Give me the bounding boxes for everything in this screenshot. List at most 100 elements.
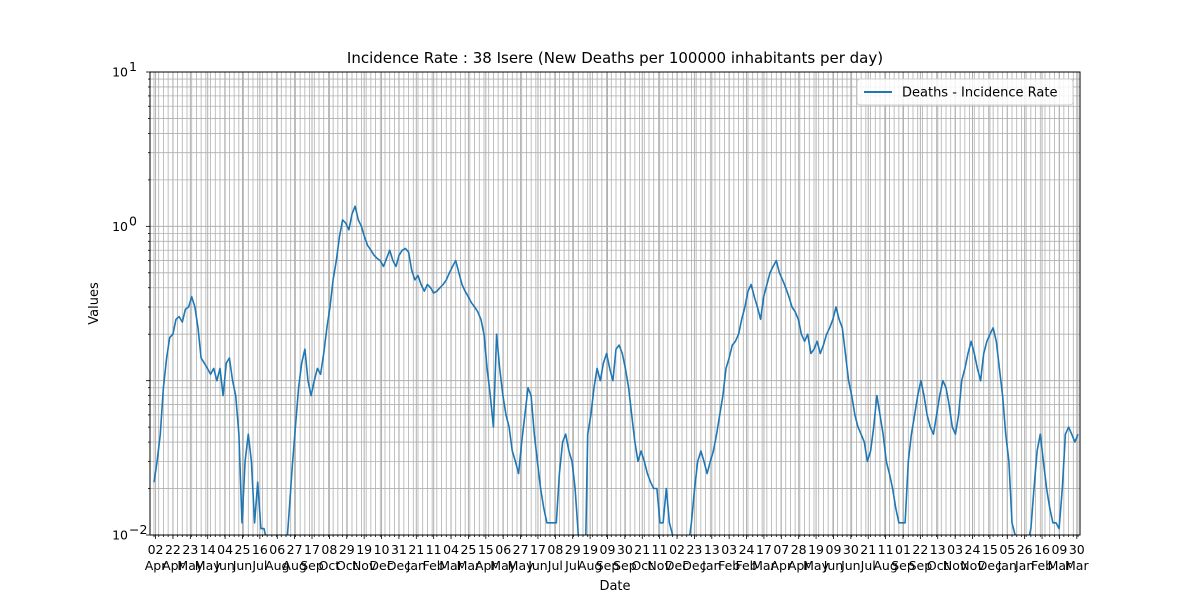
x-tick-label-month: Oct [336, 558, 358, 573]
x-tick-label-month: Mar [457, 558, 481, 573]
series-group [153, 205, 1079, 535]
x-tick-label-month: Apr [162, 558, 184, 573]
x-tick-label-day: 14 [200, 542, 216, 557]
x-tick-label-month: Oct [319, 558, 341, 573]
x-tick-label-month: Sep [300, 558, 324, 573]
x-tick-label-day: 25 [235, 542, 251, 557]
x-tick-label-day: 19 [808, 542, 824, 557]
x-tick-label-month: Aug [873, 558, 897, 573]
x-tick-label-day: 21 [408, 542, 424, 557]
x-tick-label-day: 15 [478, 542, 494, 557]
x-tick-label-day: 17 [756, 542, 772, 557]
x-tick-label-day: 29 [339, 542, 355, 557]
y-tick-label: 10 [112, 528, 128, 543]
y-tick-exponent: −2 [129, 522, 147, 537]
x-tick-label-month: Jul [860, 558, 876, 573]
x-tick-label-month: Jun [840, 558, 861, 573]
x-tick-label-day: 03 [721, 542, 737, 557]
x-tick-label-month: Nov [352, 558, 377, 573]
x-tick-label-month: Oct [631, 558, 653, 573]
x-tick-label-day: 27 [513, 542, 529, 557]
x-tick-label-month: Jan [1014, 558, 1034, 573]
x-tick-label-day: 05 [999, 542, 1015, 557]
x-tick-label-day: 23 [686, 542, 702, 557]
x-tick-label-month: Jul [547, 558, 563, 573]
x-tick-label-day: 03 [947, 542, 963, 557]
x-tick-label-month: May [195, 558, 221, 573]
x-tick-label-month: Apr [145, 558, 167, 573]
x-tick-label-day: 02 [669, 542, 685, 557]
x-tick-label-day: 04 [217, 542, 233, 557]
x-tick-label-day: 09 [1051, 542, 1067, 557]
series-line [688, 259, 1017, 535]
legend: Deaths - Incidence Rate [856, 78, 1074, 106]
y-tick-label: 10 [112, 219, 128, 234]
x-tick-label-day: 07 [773, 542, 789, 557]
x-tick-label-month: Nov [647, 558, 672, 573]
x-tick-label-month: Nov [960, 558, 985, 573]
x-tick-label-month: Dec [682, 558, 706, 573]
x-tick-label-day: 23 [182, 542, 198, 557]
x-tick-label-month: Apr [770, 558, 792, 573]
x-tick-label-month: Aug [265, 558, 289, 573]
legend-entry: Deaths - Incidence Rate [902, 86, 1057, 101]
x-tick-label-day: 01 [895, 542, 911, 557]
x-tick-label-month: Jan [997, 558, 1017, 573]
x-tick-label-month: Sep [596, 558, 620, 573]
x-tick-label-day: 11 [878, 542, 894, 557]
x-tick-label-day: 21 [634, 542, 650, 557]
x-tick-label-month: Mar [1065, 558, 1089, 573]
x-tick-label-day: 30 [1069, 542, 1085, 557]
x-tick-label-month: Jun [527, 558, 548, 573]
x-tick-label-day: 08 [321, 542, 337, 557]
x-tick-label-day: 25 [460, 542, 476, 557]
x-tick-label-day: 19 [356, 542, 372, 557]
x-tick-label-day: 31 [391, 542, 407, 557]
chart-title: Incidence Rate : 38 Isere (New Deaths pe… [347, 49, 883, 67]
x-tick-label-month: Apr [788, 558, 810, 573]
x-tick-label-month: May [490, 558, 516, 573]
x-tick-label-month: May [508, 558, 534, 573]
x-tick-label-month: Mar [752, 558, 776, 573]
plot-frame [149, 71, 1081, 536]
x-tick-label-day: 29 [565, 542, 581, 557]
x-tick-label-day: 11 [426, 542, 442, 557]
x-axis-title: Date [599, 579, 630, 594]
x-tick-label-month: Dec [369, 558, 393, 573]
x-tick-label-month: Jun [214, 558, 235, 573]
x-tick-label-month: Mar [439, 558, 463, 573]
x-tick-label-day: 04 [443, 542, 459, 557]
x-tick-label-month: Feb [718, 558, 740, 573]
x-tick-label-day: 16 [1034, 542, 1050, 557]
x-tick-label-month: Jun [823, 558, 844, 573]
x-tick-label-day: 22 [912, 542, 928, 557]
x-tick-label-month: Sep [613, 558, 637, 573]
series-line [1028, 426, 1079, 535]
x-tick-label-day: 19 [582, 542, 598, 557]
x-tick-label-day: 10 [374, 542, 390, 557]
x-tick-label-month: Apr [475, 558, 497, 573]
x-tick-label-month: Feb [423, 558, 445, 573]
legend-box [856, 78, 1074, 106]
x-tick-label-day: 06 [495, 542, 511, 557]
x-tick-label-day: 06 [269, 542, 285, 557]
x-tick-label-day: 28 [791, 542, 807, 557]
x-tick-label-month: Dec [978, 558, 1002, 573]
x-tick-label-month: Mar [1048, 558, 1072, 573]
x-tick-label-day: 11 [652, 542, 668, 557]
x-tick-label-month: Sep [909, 558, 933, 573]
x-tick-label-month: Jul [251, 558, 267, 573]
x-tick-label-day: 09 [600, 542, 616, 557]
x-tick-label-day: 26 [1017, 542, 1033, 557]
x-tick-label-month: Oct [927, 558, 949, 573]
x-tick-label-month: May [803, 558, 829, 573]
series-line [585, 344, 674, 535]
x-tick-label-day: 16 [252, 542, 268, 557]
x-tick-label-month: Jan [701, 558, 721, 573]
y-tick-label: 10 [112, 65, 128, 80]
x-tick-label-day: 27 [287, 542, 303, 557]
y-tick-exponent: 1 [129, 59, 137, 74]
series-line [153, 295, 267, 535]
y-tick-exponent: 0 [129, 213, 137, 228]
